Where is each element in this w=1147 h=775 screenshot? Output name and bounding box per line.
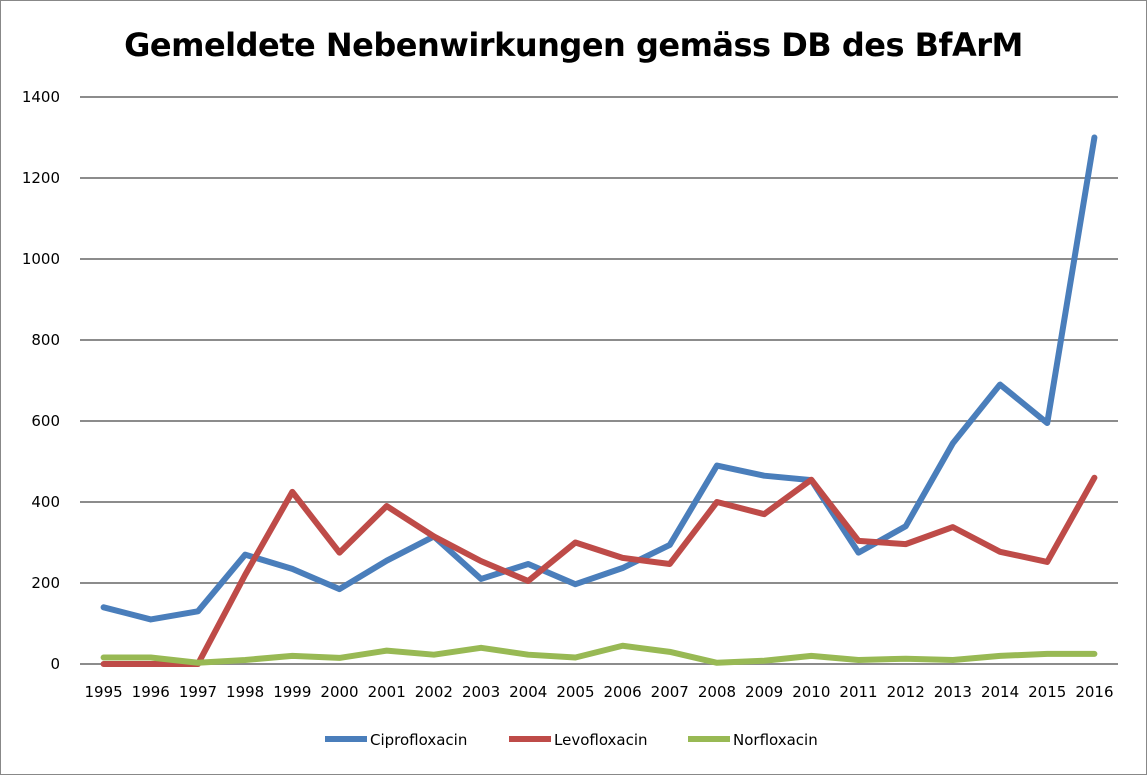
x-tick-label: 2009 <box>745 683 783 701</box>
x-tick-label: 1996 <box>132 683 170 701</box>
chart-title: Gemeldete Nebenwirkungen gemäss DB des B… <box>124 26 1023 64</box>
x-tick-label: 1995 <box>84 683 122 701</box>
x-tick-label: 2002 <box>415 683 453 701</box>
y-tick-label: 800 <box>31 331 60 349</box>
x-tick-label: 2011 <box>839 683 877 701</box>
y-tick-label: 400 <box>31 493 60 511</box>
series-line-levofloxacin <box>100 474 1098 667</box>
legend-label: Ciprofloxacin <box>370 731 467 749</box>
x-tick-label: 2015 <box>1028 683 1066 701</box>
legend-item: Ciprofloxacin <box>325 731 467 749</box>
x-tick-label: 2000 <box>320 683 358 701</box>
series-line-ciprofloxacin <box>100 134 1098 623</box>
legend-label: Norfloxacin <box>733 731 818 749</box>
y-tick-label: 200 <box>31 574 60 592</box>
y-tick-label: 1200 <box>22 169 60 187</box>
x-tick-label: 2010 <box>792 683 830 701</box>
x-tick-label: 2006 <box>603 683 641 701</box>
legend-item: Levofloxacin <box>509 731 648 749</box>
y-tick-label: 600 <box>31 412 60 430</box>
x-tick-label: 2001 <box>368 683 406 701</box>
x-tick-label: 2005 <box>556 683 594 701</box>
y-tick-label: 0 <box>50 655 60 673</box>
legend-item: Norfloxacin <box>688 731 818 749</box>
x-tick-label: 2007 <box>651 683 689 701</box>
series-line-norfloxacin <box>100 642 1098 666</box>
x-tick-label: 2004 <box>509 683 547 701</box>
x-tick-label: 1999 <box>273 683 311 701</box>
x-tick-label: 2014 <box>981 683 1019 701</box>
x-tick-label: 1997 <box>179 683 217 701</box>
x-tick-label: 2016 <box>1075 683 1113 701</box>
y-tick-label: 1000 <box>22 250 60 268</box>
x-tick-label: 2012 <box>887 683 925 701</box>
x-tick-label: 2013 <box>934 683 972 701</box>
x-tick-label: 2008 <box>698 683 736 701</box>
y-tick-label: 1400 <box>22 88 60 106</box>
x-tick-label: 2003 <box>462 683 500 701</box>
x-tick-label: 1998 <box>226 683 264 701</box>
legend-label: Levofloxacin <box>554 731 648 749</box>
